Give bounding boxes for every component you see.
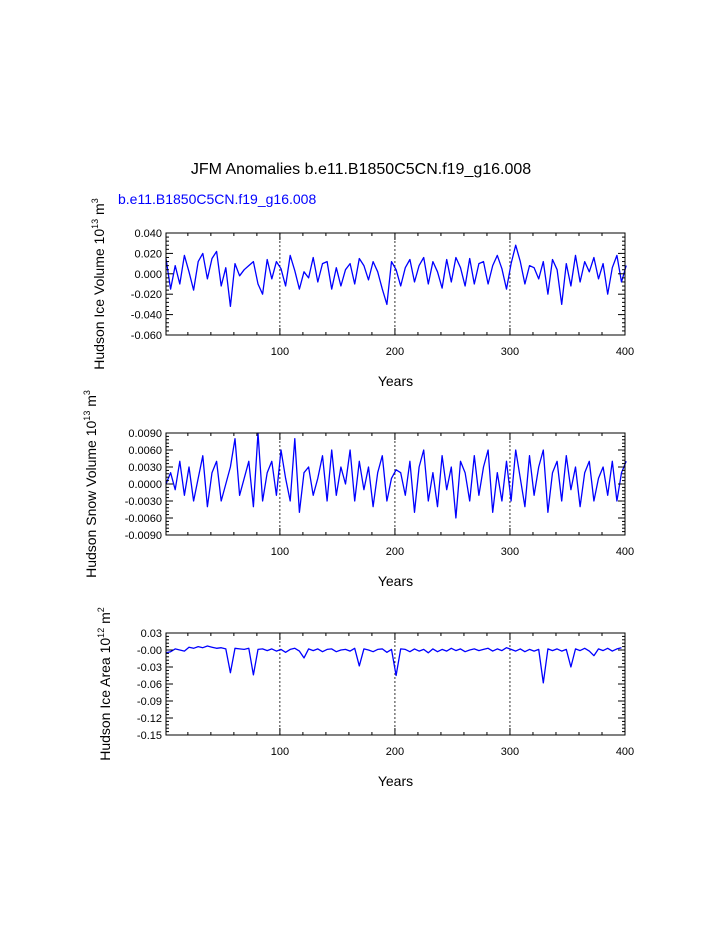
x-tick-label: 200 [386,546,404,558]
y-tick-label: 0.040 [134,228,162,240]
panel-3: 100 200 300 400 -0.15 -0.12 -0.09 -0.06 -0.03 -0.… [96,607,634,789]
y-tick-label: -0.06 [137,679,162,691]
plot-frame [165,232,626,336]
x-tick-label: 100 [271,546,289,558]
y-tick-label: 0.0090 [128,428,162,440]
x-tick-label: 300 [501,546,519,558]
y-label-unit-exponent: 3 [82,390,92,395]
x-axis-label: Years [378,773,413,789]
y-tick-label: -0.0090 [125,530,162,542]
y-tick-label: -0.060 [131,330,162,342]
panel-1: 100 200 300 400 -0.060 -0.040 -0.020 0.000 0.020… [90,198,634,389]
y-label-unit-exponent: 2 [96,607,106,612]
series-line-1 [165,432,627,519]
x-tick-label: 100 [271,346,289,358]
x-tick-label: 100 [271,746,289,758]
series-line-1 [165,244,627,308]
y-label-unit: m [83,395,99,411]
y-tick-label: 0.0060 [128,445,162,457]
y-tick-label: -0.00 [137,645,162,657]
y-tick-label: -0.12 [137,713,162,725]
y-label-unit: m [97,612,113,628]
y-label-unit-exponent: 3 [90,198,100,203]
y-label-base: Hudson Snow Volume 10 [83,420,99,577]
x-tick-label: 300 [501,746,519,758]
y-tick-label: -0.03 [137,662,162,674]
y-axis-label: Hudson Snow Volume 1013 m3 [82,390,99,578]
x-tick-label: 400 [616,746,634,758]
y-label-exponent: 13 [82,411,92,421]
y-tick-label: -0.020 [131,289,162,301]
y-tick-label: -0.15 [137,730,162,742]
x-tick-label: 400 [616,346,634,358]
figure-subtitle: b.e11.B1850C5CN.f19_g16.008 [118,191,316,207]
y-axis-label: Hudson Ice Volume 1013 m3 [90,198,107,369]
y-axis-label: Hudson Ice Area 1012 m2 [96,607,113,761]
y-tick-label: -0.0030 [125,496,162,508]
panels: 100 200 300 400 -0.060 -0.040 -0.020 0.000 0.020… [82,198,634,789]
y-label-base: Hudson Ice Volume 10 [91,229,107,370]
x-axis-label: Years [378,573,413,589]
y-tick-label: -0.0060 [125,513,162,525]
y-tick-label: -0.040 [131,310,162,322]
y-label-base: Hudson Ice Area 10 [97,638,113,761]
y-tick-label: -0.09 [137,696,162,708]
y-tick-label: 0.000 [134,269,162,281]
plot-frame [165,432,626,536]
figure-title: JFM Anomalies b.e11.B1850C5CN.f19_g16.00… [191,161,531,178]
x-tick-label: 200 [386,746,404,758]
y-label-exponent: 12 [96,628,106,638]
x-axis-label: Years [378,373,413,389]
series-line-1 [165,645,622,684]
y-tick-label: 0.0030 [128,462,162,474]
panel-2: 100 200 300 400 -0.0090 -0.0060 -0.0030 0.0000 0… [82,390,634,589]
x-tick-label: 400 [616,546,634,558]
x-tick-label: 200 [386,346,404,358]
y-label-exponent: 13 [90,219,100,229]
y-label-unit: m [91,203,107,219]
x-tick-label: 300 [501,346,519,358]
y-tick-label: 0.03 [141,628,162,640]
y-tick-label: 0.0000 [128,479,162,491]
y-tick-label: 0.020 [134,248,162,260]
